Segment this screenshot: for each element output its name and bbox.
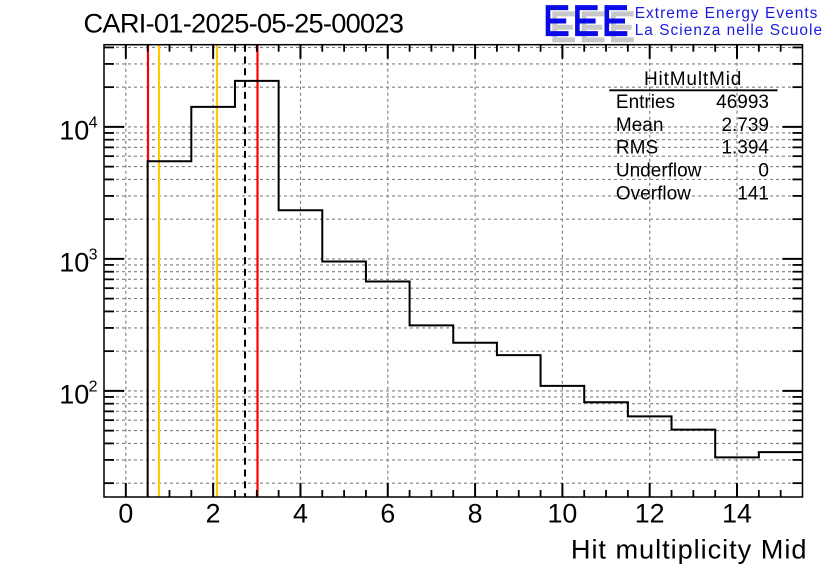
svg-text:Extreme Energy Events: Extreme Energy Events <box>635 5 819 22</box>
svg-text:10: 10 <box>59 248 89 278</box>
svg-text:10: 10 <box>59 380 89 410</box>
svg-text:CARI-01-2025-05-25-00023: CARI-01-2025-05-25-00023 <box>84 8 404 39</box>
svg-text:3: 3 <box>89 247 98 264</box>
svg-text:4: 4 <box>293 499 308 529</box>
svg-text:HitMultMid: HitMultMid <box>644 69 742 90</box>
svg-text:La Scienza nelle Scuole: La Scienza nelle Scuole <box>635 22 823 39</box>
svg-text:8: 8 <box>468 499 483 529</box>
svg-text:141: 141 <box>737 184 769 205</box>
svg-text:4: 4 <box>89 115 98 132</box>
svg-text:1.394: 1.394 <box>721 137 769 158</box>
svg-text:RMS: RMS <box>616 137 658 158</box>
svg-text:2.739: 2.739 <box>721 115 769 136</box>
svg-text:0: 0 <box>118 499 133 529</box>
svg-text:Hit multiplicity Mid: Hit multiplicity Mid <box>571 533 808 564</box>
svg-text:Entries: Entries <box>616 92 675 113</box>
svg-text:10: 10 <box>547 499 577 529</box>
svg-text:6: 6 <box>380 499 395 529</box>
svg-text:Underflow: Underflow <box>616 160 702 181</box>
svg-text:Overflow: Overflow <box>616 184 691 205</box>
svg-text:12: 12 <box>635 499 665 529</box>
svg-text:46993: 46993 <box>716 92 769 113</box>
svg-text:14: 14 <box>722 499 752 529</box>
svg-text:Mean: Mean <box>616 115 664 136</box>
svg-text:10: 10 <box>59 116 89 146</box>
svg-text:2: 2 <box>89 379 98 396</box>
svg-text:2: 2 <box>206 499 221 529</box>
svg-text:0: 0 <box>758 160 769 181</box>
